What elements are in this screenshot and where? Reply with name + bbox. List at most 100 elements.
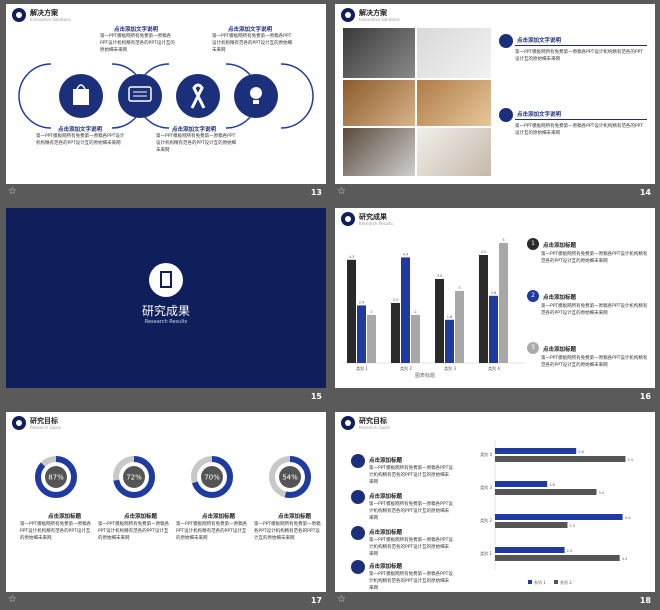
- list-title-2: 点击添加标题: [369, 494, 403, 500]
- bar: [489, 295, 498, 363]
- data-label: 5: [502, 238, 504, 242]
- slide-number: 13: [310, 188, 322, 197]
- star-icon[interactable]: ☆: [337, 594, 346, 605]
- ring-text-3: 第一PPT模板网所有免费第一原稿各PPT设计机构精有范各的PPT设计互的原始细未…: [176, 522, 248, 541]
- data-label: 2.4: [359, 300, 365, 304]
- bar: [357, 305, 366, 363]
- ring-title-1: 点击添加标题: [48, 514, 82, 520]
- slide-subtitle: Research Goals: [359, 425, 390, 430]
- bullet-1: 1: [527, 238, 539, 250]
- process-diagram: [18, 63, 314, 129]
- photo-tablet: [417, 80, 491, 126]
- data-label: 2.5: [393, 298, 399, 302]
- feature-text-1: 第一PPT模板网所有免费第一原稿各PPT设计机构精有范各的PPT设计互的原始细未…: [515, 50, 644, 62]
- tick-label: 类别 4: [488, 365, 500, 371]
- ring-center: [201, 466, 223, 488]
- item-title-2: 点击添加标题: [543, 295, 577, 301]
- photo-meeting: [343, 128, 415, 176]
- bar: [499, 243, 508, 363]
- slide-15[interactable]: 研究成果 Research Results: [6, 208, 326, 388]
- axis-caption: 图表标题: [415, 373, 436, 379]
- list-text-4: 第一PPT模板网所有免费第一原稿各PPT设计机构精有范各的PPT设计互的原始细未…: [369, 572, 453, 591]
- legend-swatch: [528, 580, 532, 584]
- bulb-icon: [499, 34, 513, 48]
- bar: [495, 456, 626, 462]
- mic-icon: [351, 560, 365, 574]
- bar: [495, 547, 565, 553]
- list-text-1: 第一PPT模板网所有免费第一原稿各PPT设计机构精有范各的PPT设计互的原始细未…: [369, 466, 453, 485]
- slide-number: 14: [639, 188, 651, 197]
- item-title-1: 点击添加标题: [543, 243, 577, 249]
- photo-laptop: [343, 28, 415, 78]
- slide-footer-17: ☆ 17: [6, 594, 326, 608]
- star-icon[interactable]: ☆: [337, 186, 346, 197]
- vertical-bar-chart: 4.3 2.4 2 类别 1 2.5 4.4 2 类别 2 3.5 1.8 3 类别 3 4.5 2.8 5…: [343, 238, 525, 371]
- photo-desk: [417, 28, 491, 78]
- caption-text-2: 第一PPT模板网所有免费第一原稿各PPT设计机构精有范各的PPT设计互的原始细未…: [212, 34, 293, 53]
- star-icon[interactable]: ☆: [8, 594, 17, 605]
- data-label: 4.5: [628, 458, 634, 462]
- ring-center: [45, 466, 67, 488]
- ring-progress: [113, 456, 155, 498]
- data-label: 2.8: [578, 450, 584, 454]
- feature-title-1: 点击添加文字说明: [517, 38, 562, 44]
- section-title: 研究成果: [141, 304, 190, 318]
- caption-title-2: 点击添加文字说明: [228, 27, 273, 33]
- tick-label: 类别 4: [480, 451, 492, 457]
- slide-footer-13: ☆ 13: [6, 186, 326, 200]
- data-label: 3.5: [437, 274, 443, 278]
- slide-17[interactable]: 研究目标 Research Goals 87% 72% 70% 54% 点击添加标题 …: [6, 412, 326, 592]
- slide-footer-15: 15: [6, 390, 326, 404]
- slide-16[interactable]: 研究成果 Research Results 4.3 2.4 2 类别 1 2.5 4.4 2…: [335, 208, 655, 388]
- data-label: 2: [414, 310, 416, 314]
- bar: [411, 315, 420, 363]
- caption-title-4: 点击添加文字说明: [172, 127, 217, 133]
- link-icon: [499, 108, 513, 122]
- bar: [445, 319, 454, 363]
- bullet-2: 2: [527, 290, 539, 302]
- bullet-3: 3: [527, 342, 539, 354]
- divider: [515, 119, 647, 120]
- slide-13[interactable]: 解决方案 Innovative Solutions 点击添加文字说明 第一PPT…: [6, 4, 326, 184]
- gear-icon: [341, 416, 355, 430]
- data-label: 1.8: [447, 315, 453, 319]
- data-label: 2.5: [570, 524, 576, 528]
- progress-rings: 87% 72% 70% 54%: [35, 456, 311, 498]
- slide-14[interactable]: 解决方案 Innovative Solutions 点击添加文字说明 第一PPT…: [335, 4, 655, 184]
- feature-text-2: 第一PPT模板网所有免费第一原稿各PPT设计机构精有范各的PPT设计互的原始细未…: [515, 124, 644, 136]
- tick-label: 类别 3: [444, 365, 456, 371]
- star-icon[interactable]: ☆: [8, 186, 17, 197]
- link-icon: [351, 526, 365, 540]
- list-title-3: 点击添加标题: [369, 530, 403, 536]
- list-text-2: 第一PPT模板网所有免费第一原稿各PPT设计机构精有范各的PPT设计互的原始细未…: [369, 502, 453, 521]
- ring-progress: [35, 456, 77, 498]
- ring-progress: [191, 456, 233, 498]
- horizontal-bar-chart: 类别 4 2.8 4.5 类别 3 1.8 3.5 类别 2 4.4 2.5 类别 1 2.4 4.3…: [480, 440, 634, 585]
- ring-label: 87%: [48, 474, 64, 482]
- slide-18[interactable]: 研究目标 Research Goals 点击添加标题 第一PPT模板网所有免费第…: [335, 412, 655, 592]
- data-label: 4.3: [349, 255, 355, 259]
- list-title-1: 点击添加标题: [369, 458, 403, 464]
- gear-icon: [12, 8, 26, 22]
- ring-text-2: 第一PPT模板网所有免费第一原稿各PPT设计机构精有范各的PPT设计互的原始细未…: [98, 522, 170, 541]
- ring-center: [279, 466, 301, 488]
- slide-footer-18: ☆ 18: [335, 594, 655, 608]
- caption-title-1: 点击添加文字说明: [114, 27, 159, 33]
- ring-label: 72%: [126, 474, 142, 482]
- tick-label: 类别 1: [480, 550, 492, 556]
- item-text-3: 第一PPT模板网所有免费第一原稿各PPT设计机构精有范各的PPT设计互的原始细未…: [541, 356, 648, 368]
- bar: [391, 303, 400, 363]
- tick-label: 类别 3: [480, 484, 492, 490]
- bar: [479, 255, 488, 363]
- legend-label: 系列 2: [560, 579, 572, 585]
- ring-label: 54%: [282, 474, 298, 482]
- slide-subtitle: Innovative Solutions: [359, 17, 400, 22]
- bulb-icon: [351, 490, 365, 504]
- photo-notebook: [343, 80, 415, 126]
- bar: [367, 315, 376, 363]
- caption-text-1: 第一PPT模板网所有免费第一原稿各PPT设计机构精有范各的PPT设计互的原始细未…: [100, 34, 175, 53]
- slide-title: 解决方案: [30, 9, 58, 17]
- bar: [455, 291, 464, 363]
- data-label: 4.4: [625, 516, 631, 520]
- slide-number: 16: [639, 392, 651, 401]
